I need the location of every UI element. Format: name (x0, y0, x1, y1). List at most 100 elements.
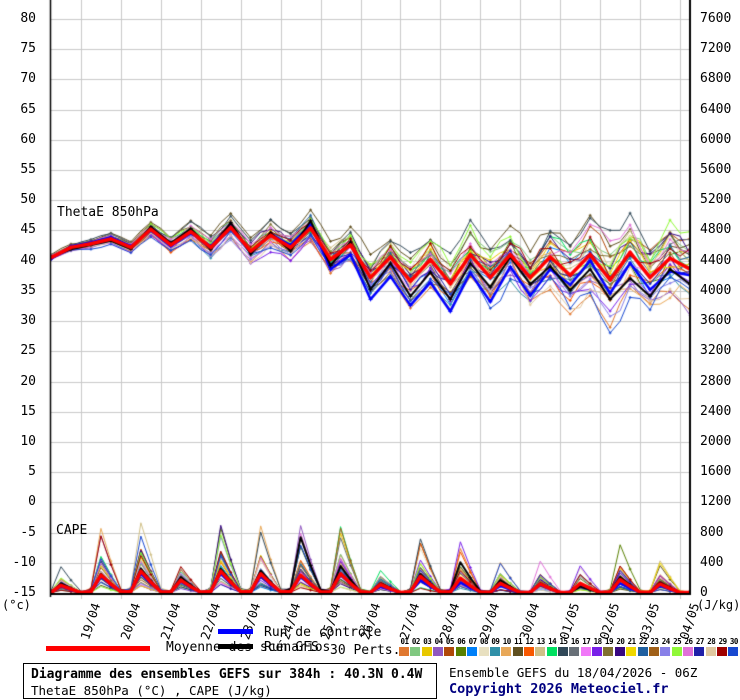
y-right-tick: 1600 (700, 464, 732, 480)
mean-line-swatch (46, 646, 150, 651)
y-left-tick: 70 (20, 71, 36, 87)
footer-run-box: Ensemble GEFS du 18/04/2026 - 06Z Copyri… (449, 663, 739, 699)
pert-number: 23 (650, 637, 659, 646)
pert-color-swatch (603, 647, 614, 656)
pert-legend-item: 20 (614, 637, 626, 656)
y-right-tick: 7200 (700, 41, 732, 57)
pert-legend-item: 09 (489, 637, 501, 656)
y-right-tick: 4400 (700, 252, 732, 268)
pert-color-swatch (433, 647, 444, 656)
y-right-tick: 400 (700, 554, 724, 570)
pert-color-swatch (421, 647, 432, 656)
y-right-tick: 800 (700, 524, 724, 540)
pert-color-swatch (512, 647, 523, 656)
y-right-tick: 4000 (700, 282, 732, 298)
pert-color-swatch (705, 647, 716, 656)
diagram-title: Diagramme des ensembles GEFS sur 384h : … (31, 667, 423, 682)
y-left-tick: 20 (20, 373, 36, 389)
pert-legend-item: 11 (512, 637, 524, 656)
pert-number: 22 (639, 637, 648, 646)
pert-legend-item: 18 (592, 637, 603, 656)
pert-number: 01 (400, 637, 409, 646)
y-left-tick: 55 (20, 162, 36, 178)
pert-legend-item: 23 (648, 637, 660, 656)
y-right-tick: 5600 (700, 162, 732, 178)
perts-legend-label: 30 Perts. (330, 643, 401, 658)
y-right-unit-label: (J/kg) (697, 598, 740, 612)
pert-color-swatch (455, 647, 466, 656)
y-left-tick: 50 (20, 192, 36, 208)
pert-color-swatch (444, 647, 455, 656)
pert-number: 05 (445, 637, 455, 646)
pert-legend-item: 08 (478, 637, 490, 656)
pert-color-swatch (467, 647, 478, 656)
y-left-tick: -15 (12, 584, 36, 600)
control-line-swatch (218, 629, 253, 634)
cape-series-label: CAPE (56, 523, 88, 538)
pert-legend-item: 15 (558, 637, 569, 656)
pert-color-swatch (489, 647, 500, 656)
pert-color-swatch (671, 647, 682, 656)
y-right-tick: 0 (700, 584, 708, 600)
footer-title-box: Diagramme des ensembles GEFS sur 384h : … (23, 663, 437, 699)
pert-color-swatch (660, 647, 671, 656)
y-left-tick: 30 (20, 313, 36, 329)
y-left-tick: 45 (20, 222, 36, 238)
y-left-tick: 65 (20, 101, 36, 117)
y-right-tick: 3200 (700, 343, 732, 359)
pert-legend-item: 01 (399, 637, 410, 656)
pert-color-swatch (501, 647, 512, 656)
y-left-tick: 0 (28, 494, 36, 510)
y-right-tick: 2400 (700, 403, 732, 419)
pert-number: 26 (684, 637, 693, 646)
pert-number: 25 (673, 637, 682, 646)
pert-number: 30 (729, 637, 739, 646)
pert-number: 13 (536, 637, 546, 646)
pert-legend-item: 10 (501, 637, 512, 656)
y-right-tick: 2000 (700, 433, 732, 449)
pert-color-swatch (569, 647, 580, 656)
pert-color-swatch (648, 647, 659, 656)
pert-legend-item: 28 (705, 637, 717, 656)
pert-legend-item: 27 (694, 637, 705, 656)
y-left-tick: 40 (20, 252, 36, 268)
y-left-unit-label: (°c) (2, 598, 31, 612)
pert-color-swatch (637, 647, 648, 656)
y-right-tick: 5200 (700, 192, 732, 208)
pert-legend-item: 30 (728, 637, 739, 656)
y-right-tick: 3600 (700, 313, 732, 329)
pert-number: 15 (559, 637, 569, 646)
pert-number: 11 (514, 637, 523, 646)
pert-legend-item: 26 (683, 637, 694, 656)
y-left-tick: 75 (20, 41, 36, 57)
pert-color-swatch (717, 647, 728, 656)
gfs-line-swatch (218, 644, 253, 649)
y-right-tick: 6400 (700, 101, 732, 117)
pert-legend-item: 02 (410, 637, 421, 656)
pert-number: 20 (616, 637, 625, 646)
pert-legend-item: 12 (523, 637, 535, 656)
pert-color-swatch (399, 647, 409, 656)
pert-color-swatch (614, 647, 625, 656)
pert-legend-item: 07 (467, 637, 478, 656)
pert-legend-item: 21 (626, 637, 637, 656)
y-left-tick: 25 (20, 343, 36, 359)
pert-legend-item: 16 (569, 637, 580, 656)
pert-legend-item: 17 (580, 637, 592, 656)
pert-color-swatch (683, 647, 693, 656)
pert-color-swatch (728, 647, 739, 656)
pert-number: 12 (525, 637, 534, 646)
y-right-tick: 1200 (700, 494, 732, 510)
pert-color-swatch (546, 647, 557, 656)
pert-legend-item: 04 (433, 637, 444, 656)
y-right-tick: 7600 (700, 11, 732, 26)
pert-number: 04 (434, 637, 444, 646)
pert-legend-item: 19 (603, 637, 614, 656)
pert-legend-item: 05 (444, 637, 455, 656)
pert-legend-item: 14 (546, 637, 558, 656)
pert-legend-item: 13 (535, 637, 546, 656)
pert-color-swatch (694, 647, 705, 656)
pert-legend-item: 22 (637, 637, 649, 656)
control-legend-label: Run de contrôle (264, 625, 382, 640)
